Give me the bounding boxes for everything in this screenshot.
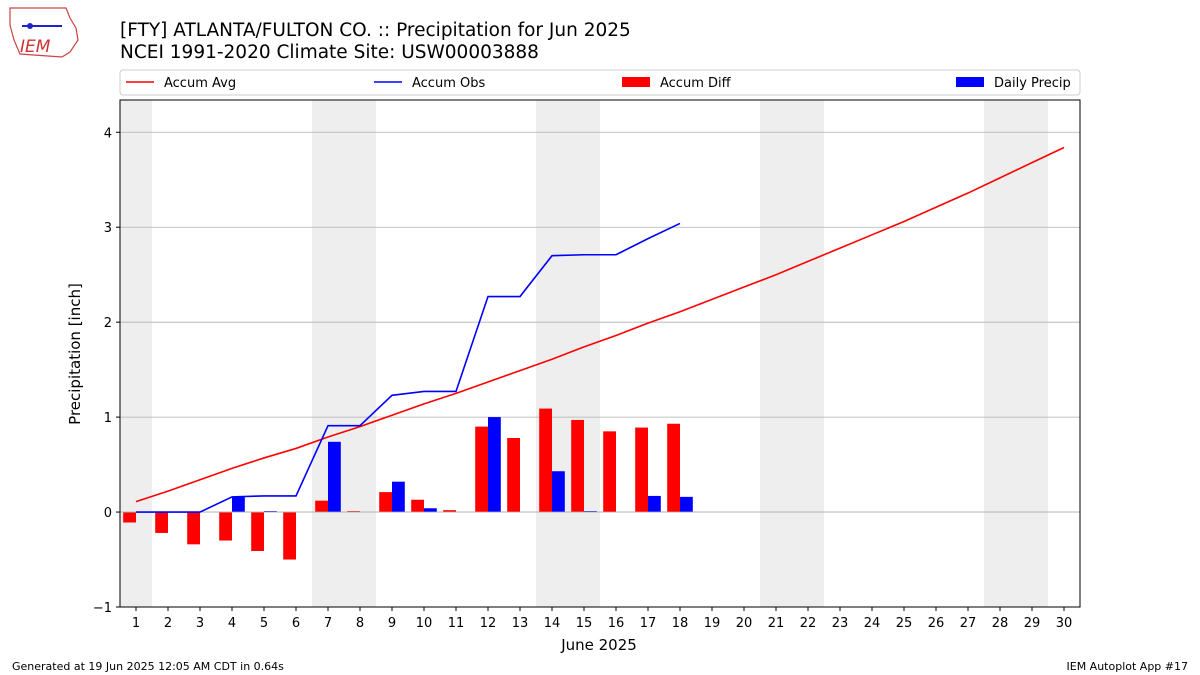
x-tick-label: 4 (228, 616, 236, 631)
bar (552, 471, 565, 513)
x-tick-label: 19 (704, 616, 721, 631)
legend-label: Accum Diff (660, 76, 732, 91)
y-axis-label: Precipitation [inch] (66, 283, 84, 425)
x-tick-label: 22 (800, 616, 817, 631)
x-tick-label: 16 (608, 616, 625, 631)
x-axis-label: June 2025 (560, 636, 637, 654)
bar (475, 426, 488, 513)
x-tick-label: 18 (672, 616, 689, 631)
y-tick-label: 2 (104, 316, 112, 331)
x-tick-label: 5 (260, 616, 268, 631)
x-tick-label: 8 (356, 616, 364, 631)
x-tick-label: 29 (1024, 616, 1041, 631)
x-tick-label: 27 (960, 616, 977, 631)
weekend-band (760, 100, 824, 607)
bar (219, 512, 232, 541)
x-tick-label: 12 (480, 616, 497, 631)
legend: Accum Avg Accum Obs Accum Diff Daily Precip (119, 69, 1081, 96)
x-tick-label: 21 (768, 616, 785, 631)
weekend-band (312, 100, 376, 607)
x-tick-label: 26 (928, 616, 945, 631)
y-tick-label: 3 (104, 221, 112, 236)
bar (488, 417, 501, 513)
weekend-band (984, 100, 1048, 607)
x-tick-label: 24 (864, 616, 881, 631)
bar (379, 492, 392, 513)
bar (123, 512, 136, 523)
line (135, 146, 1065, 503)
bar (411, 499, 424, 513)
x-tick-label: 2 (164, 616, 172, 631)
legend-label: Accum Avg (164, 76, 236, 91)
x-tick-label: 14 (544, 616, 561, 631)
x-tick-label: 10 (416, 616, 433, 631)
legend-box (119, 69, 1081, 96)
bar (315, 500, 328, 513)
logo: IEM (9, 7, 79, 58)
y-tick-label: −1 (93, 601, 112, 616)
bar (635, 427, 648, 513)
bar (648, 495, 661, 513)
y-tick-label: 4 (104, 126, 112, 141)
footer-left: Generated at 19 Jun 2025 12:05 AM CDT in… (12, 660, 284, 673)
bar (424, 508, 437, 513)
bar (584, 511, 597, 513)
bar (571, 419, 584, 513)
x-tick-label: 11 (448, 616, 465, 631)
x-tick-label: 13 (512, 616, 529, 631)
bar (283, 512, 296, 560)
chart-title: [FTY] ATLANTA/FULTON CO. :: Precipitatio… (120, 20, 631, 41)
x-tick-label: 28 (992, 616, 1009, 631)
x-tick-label: 17 (640, 616, 657, 631)
x-tick-label: 1 (132, 616, 140, 631)
y-tick-label: 0 (104, 506, 112, 521)
bar (680, 496, 693, 513)
logo-outline (9, 7, 79, 58)
bar (264, 511, 277, 513)
x-tick-label: 25 (896, 616, 913, 631)
x-tick-label: 20 (736, 616, 753, 631)
bar (251, 512, 264, 551)
y-tick-label: 1 (104, 411, 112, 426)
bar (443, 510, 456, 513)
x-tick-label: 30 (1056, 616, 1073, 631)
bar (392, 481, 405, 513)
bar (187, 512, 200, 545)
logo-dot (27, 23, 33, 29)
legend-swatch (622, 77, 650, 87)
bar (155, 512, 168, 533)
logo-text: IEM (20, 37, 51, 57)
weekend-band (120, 100, 152, 607)
bar (539, 408, 552, 513)
line (136, 222, 681, 513)
x-tick-label: 9 (388, 616, 396, 631)
footer-right: IEM Autoplot App #17 (1067, 660, 1189, 673)
x-tick-label: 15 (576, 616, 593, 631)
x-tick-label: 23 (832, 616, 849, 631)
chart-subtitle: NCEI 1991-2020 Climate Site: USW00003888 (120, 42, 539, 63)
x-tick-label: 7 (324, 616, 332, 631)
bar (603, 431, 616, 513)
legend-label: Accum Obs (412, 76, 485, 91)
x-tick-label: 6 (292, 616, 300, 631)
plot-frame (119, 99, 1081, 608)
bar (232, 496, 245, 513)
bar (507, 438, 520, 513)
bar (328, 441, 341, 513)
legend-swatch (956, 77, 984, 87)
x-tick-label: 3 (196, 616, 204, 631)
bar (347, 511, 360, 513)
legend-label: Daily Precip (994, 76, 1071, 91)
bar (667, 423, 680, 513)
